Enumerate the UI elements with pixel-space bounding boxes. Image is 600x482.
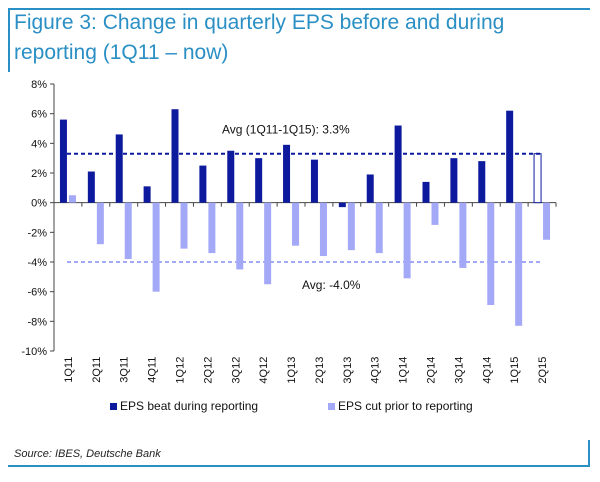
bar-eps-cut [515,202,523,326]
x-tick-label: 4Q14 [481,357,493,384]
bar-eps-cut [264,202,272,285]
bar-eps-beat [422,181,430,203]
chart-legend: EPS beat during reporting EPS cut prior t… [110,399,473,413]
y-tick-label: -10% [21,346,47,358]
bottom-rule [8,465,590,467]
bar-eps-cut [68,195,76,203]
chart-bars [59,109,551,326]
legend-label-cut: EPS cut prior to reporting [338,399,473,413]
y-tick-label: 2% [31,168,47,180]
x-tick-label: 2Q12 [202,357,214,384]
x-tick-label: 4Q13 [370,357,382,384]
avg-annotation: Avg (1Q11-1Q15): 3.3% [222,123,350,137]
x-tick-label: 4Q12 [258,357,270,384]
x-tick-label: 1Q12 [175,357,187,384]
legend-swatch-cut [328,403,335,410]
title-frame [8,8,590,72]
bar-eps-beat [283,144,291,203]
bar-eps-beat [533,153,542,204]
x-tick-label: 1Q15 [509,357,521,384]
chart-labels: Avg (1Q11-1Q15): 3.3% Avg: -4.0% 1Q11 2Q11 3… [63,123,549,384]
legend-swatch-beat [110,403,117,410]
bar-eps-beat [255,158,263,203]
bar-eps-beat [394,125,402,203]
bar-eps-cut [152,202,160,292]
bar-eps-beat [366,174,374,203]
bar-eps-beat [478,161,486,203]
x-tick-label: 3Q11 [119,357,131,383]
bar-eps-cut [543,202,551,240]
y-tick-label: -8% [27,316,47,328]
bar-eps-cut [96,202,104,245]
bar-eps-beat [338,202,346,208]
bar-eps-beat [450,158,458,203]
average-lines [67,152,540,263]
x-tick-label: 2Q15 [537,357,549,384]
bar-eps-beat [506,110,514,203]
bar-eps-beat [59,119,67,203]
bottom-rule-right [588,440,590,467]
bar-eps-beat [199,165,207,203]
bar-eps-beat [171,109,179,203]
y-tick-label: 0% [31,198,47,210]
x-tick-label: 1Q13 [286,357,298,384]
x-tick-label: 2Q13 [314,357,326,384]
y-tick-label: 8% [31,79,47,91]
x-tick-label: 3Q13 [342,357,354,384]
x-tick-label: 3Q14 [453,357,465,384]
x-tick-label: 3Q12 [230,357,242,384]
source-note: Source: IBES, Deutsche Bank [14,448,161,460]
avg-annotation: Avg: -4.0% [302,278,361,292]
y-tick-label: -6% [27,287,47,299]
y-tick-label: -4% [27,257,47,269]
chart-title: Figure 3: Change in quarterly EPS before… [14,11,505,64]
bar-eps-cut [375,202,383,254]
bar-eps-cut [347,202,355,251]
chart-axes: 8% 6% 4% 2% 0% -2% -4% -6% -8% -10% [21,79,557,358]
x-tick-label: 2Q11 [91,357,103,383]
x-tick-label: 2Q14 [426,357,438,384]
legend-label-beat: EPS beat during reporting [120,399,258,413]
bar-eps-cut [431,202,439,225]
bar-eps-cut [208,202,216,254]
bar-eps-cut [236,202,244,270]
bar-eps-beat [143,186,151,203]
bar-eps-cut [459,202,467,268]
bar-eps-cut [403,202,411,279]
bar-eps-beat [87,171,95,203]
y-tick-label: 6% [31,109,47,121]
x-tick-label: 4Q11 [147,357,159,383]
x-tick-label: 1Q14 [398,357,410,384]
x-tick-label: 1Q11 [63,357,75,383]
bar-eps-cut [319,202,327,257]
bar-eps-cut [292,202,300,246]
bar-eps-cut [180,202,188,249]
bar-eps-beat [227,150,235,203]
bar-eps-beat [310,159,318,203]
bar-eps-cut [124,202,132,260]
y-tick-label: -2% [27,227,47,239]
y-tick-label: 4% [31,138,47,150]
bar-eps-cut [487,202,495,306]
bar-eps-beat [115,134,123,203]
